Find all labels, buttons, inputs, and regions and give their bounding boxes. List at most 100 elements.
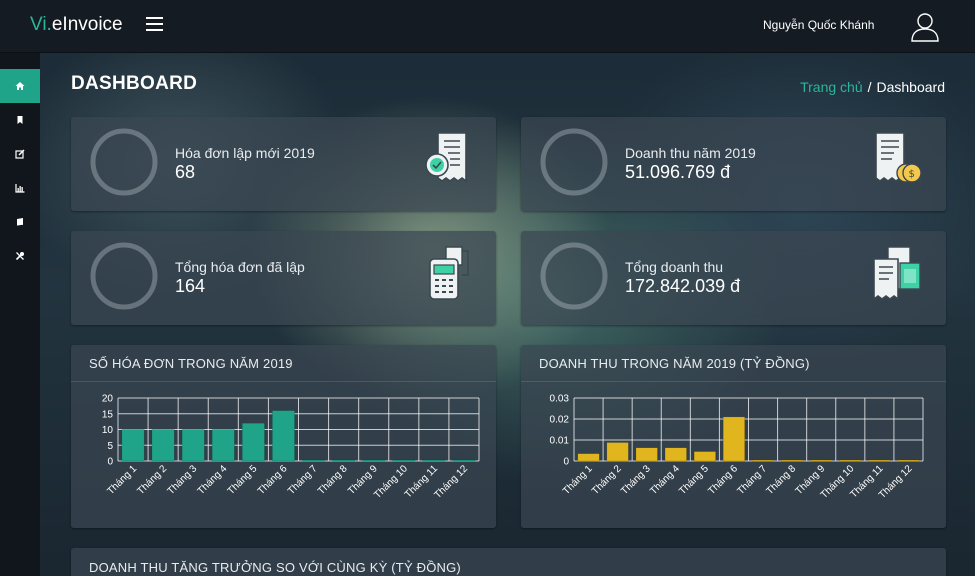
progress-ring-icon [90, 242, 158, 310]
x-tick-label: Tháng 3 [166, 463, 200, 497]
stat-value: 51.096.769 đ [625, 162, 731, 182]
x-tick-label: Tháng 4 [648, 463, 682, 497]
menu-toggle-icon[interactable] [146, 17, 163, 31]
growth-chart-panel: DOANH THU TĂNG TRƯỞNG SO VỚI CÙNG KỲ (TỶ… [71, 548, 946, 576]
bar-12[interactable] [452, 459, 476, 462]
breadcrumb: Trang chủ / Dashboard [800, 79, 945, 95]
bar-7[interactable] [752, 459, 775, 462]
bar-4[interactable] [664, 447, 687, 462]
x-tick-label: Tháng 4 [196, 463, 230, 497]
progress-ring-icon [90, 128, 158, 196]
y-tick-label: 0.01 [550, 436, 570, 447]
bar-7[interactable] [302, 459, 325, 462]
bar-1[interactable] [577, 453, 600, 462]
x-tick-label: Tháng 8 [765, 463, 799, 497]
brand-logo[interactable]: Vi.eInvoice [30, 14, 123, 36]
x-tick-label: Tháng 1 [105, 463, 139, 497]
bar-8[interactable] [332, 459, 356, 462]
bar-9[interactable] [362, 459, 386, 462]
x-tick-label: Tháng 6 [256, 463, 290, 497]
progress-ring-icon [540, 242, 608, 310]
avatar-icon[interactable] [909, 10, 941, 42]
receipt-coins-icon: $ [875, 132, 922, 183]
stat-label: Hóa đơn lập mới 2019 [175, 145, 315, 161]
invoice-count-chart-panel: SỐ HÓA ĐƠN TRONG NĂM 2019 20 15 10 5 0 Tháng … [71, 345, 496, 528]
edit-icon [15, 149, 25, 159]
stat-value: 68 [175, 162, 196, 182]
bar-12[interactable] [897, 459, 920, 462]
stat-value: 164 [175, 276, 206, 296]
bar-11[interactable] [868, 459, 891, 462]
sidebar-item-edit[interactable] [0, 137, 40, 171]
stat-label: Doanh thu năm 2019 [625, 145, 756, 161]
top-bar: Vi.eInvoice Nguyễn Quốc Khánh [0, 0, 975, 53]
y-tick-label: 0 [563, 457, 569, 468]
y-tick-label: 5 [107, 441, 113, 452]
y-tick-label: 0 [107, 457, 113, 468]
x-tick-label: Tháng 8 [316, 463, 350, 497]
sidebar [0, 53, 40, 576]
bar-10[interactable] [839, 459, 862, 462]
y-tick-label: 10 [102, 425, 114, 436]
page-title: DASHBOARD [71, 73, 198, 94]
sidebar-item-home[interactable] [0, 69, 40, 103]
x-tick-label: Tháng 2 [136, 463, 170, 497]
book-icon [16, 218, 23, 227]
stat-label: Tổng hóa đơn đã lập [175, 259, 305, 275]
x-tick-label: Tháng 6 [706, 463, 740, 497]
breadcrumb-separator: / [867, 79, 872, 95]
y-tick-label: 20 [102, 394, 114, 405]
brand-name: eInvoice [51, 14, 123, 35]
sidebar-item-tools[interactable] [0, 239, 40, 273]
stat-card-total-invoices[interactable]: Tổng hóa đơn đã lập 164 [71, 231, 496, 325]
x-tick-label: Tháng 3 [619, 463, 653, 497]
bar-10[interactable] [392, 459, 416, 462]
x-tick-label: Tháng 5 [677, 463, 711, 497]
tools-icon [15, 252, 24, 261]
x-tick-label: Tháng 12 [432, 463, 470, 501]
y-tick-label: 15 [102, 409, 114, 420]
revenue-chart-panel: DOANH THU TRONG NĂM 2019 (TỶ ĐỒNG) 0.03 0… [521, 345, 946, 528]
bar-chart-icon [15, 184, 25, 193]
home-icon [15, 82, 25, 90]
invoice-check-icon [425, 132, 467, 183]
x-tick-label: Tháng 5 [226, 463, 260, 497]
chart-title: DOANH THU TRONG NĂM 2019 (TỶ ĐỒNG) [539, 356, 810, 371]
bar-1[interactable] [121, 429, 145, 462]
sidebar-item-bookmark[interactable] [0, 103, 40, 137]
bar-5[interactable] [241, 422, 265, 462]
stat-card-total-revenue[interactable]: Tổng doanh thu 172.842.039 đ [521, 231, 946, 325]
bar-2[interactable] [606, 442, 629, 462]
bookmark-icon [17, 116, 23, 124]
chart-title: SỐ HÓA ĐƠN TRONG NĂM 2019 [89, 356, 293, 371]
breadcrumb-home-link[interactable]: Trang chủ [800, 79, 863, 95]
y-tick-label: 0.03 [550, 394, 570, 405]
svg-text:$: $ [909, 169, 915, 180]
sidebar-item-catalog[interactable] [0, 205, 40, 239]
x-tick-label: Tháng 2 [590, 463, 624, 497]
x-tick-label: Tháng 7 [286, 463, 320, 497]
x-tick-label: Tháng 1 [561, 463, 595, 497]
y-tick-label: 0.02 [550, 415, 570, 426]
brand-prefix: Vi. [30, 14, 52, 35]
bar-6[interactable] [722, 416, 745, 462]
user-name[interactable]: Nguyễn Quốc Khánh [763, 18, 875, 32]
bar-3[interactable] [635, 447, 658, 462]
stat-card-new-invoices[interactable]: Hóa đơn lập mới 2019 68 [71, 117, 496, 211]
bar-5[interactable] [693, 451, 716, 462]
bar-9[interactable] [810, 459, 833, 462]
bar-2[interactable] [151, 429, 175, 462]
bar-11[interactable] [422, 459, 446, 462]
stat-label: Tổng doanh thu [625, 259, 724, 275]
pos-terminal-icon [429, 246, 469, 300]
bar-4[interactable] [211, 429, 235, 462]
bar-3[interactable] [181, 429, 205, 462]
sidebar-item-reports[interactable] [0, 171, 40, 205]
x-tick-label: Tháng 7 [735, 463, 769, 497]
bar-8[interactable] [781, 459, 804, 462]
stat-value: 172.842.039 đ [625, 276, 741, 296]
bar-6[interactable] [272, 410, 295, 462]
stat-card-revenue-year[interactable]: Doanh thu năm 2019 51.096.769 đ $ [521, 117, 946, 211]
